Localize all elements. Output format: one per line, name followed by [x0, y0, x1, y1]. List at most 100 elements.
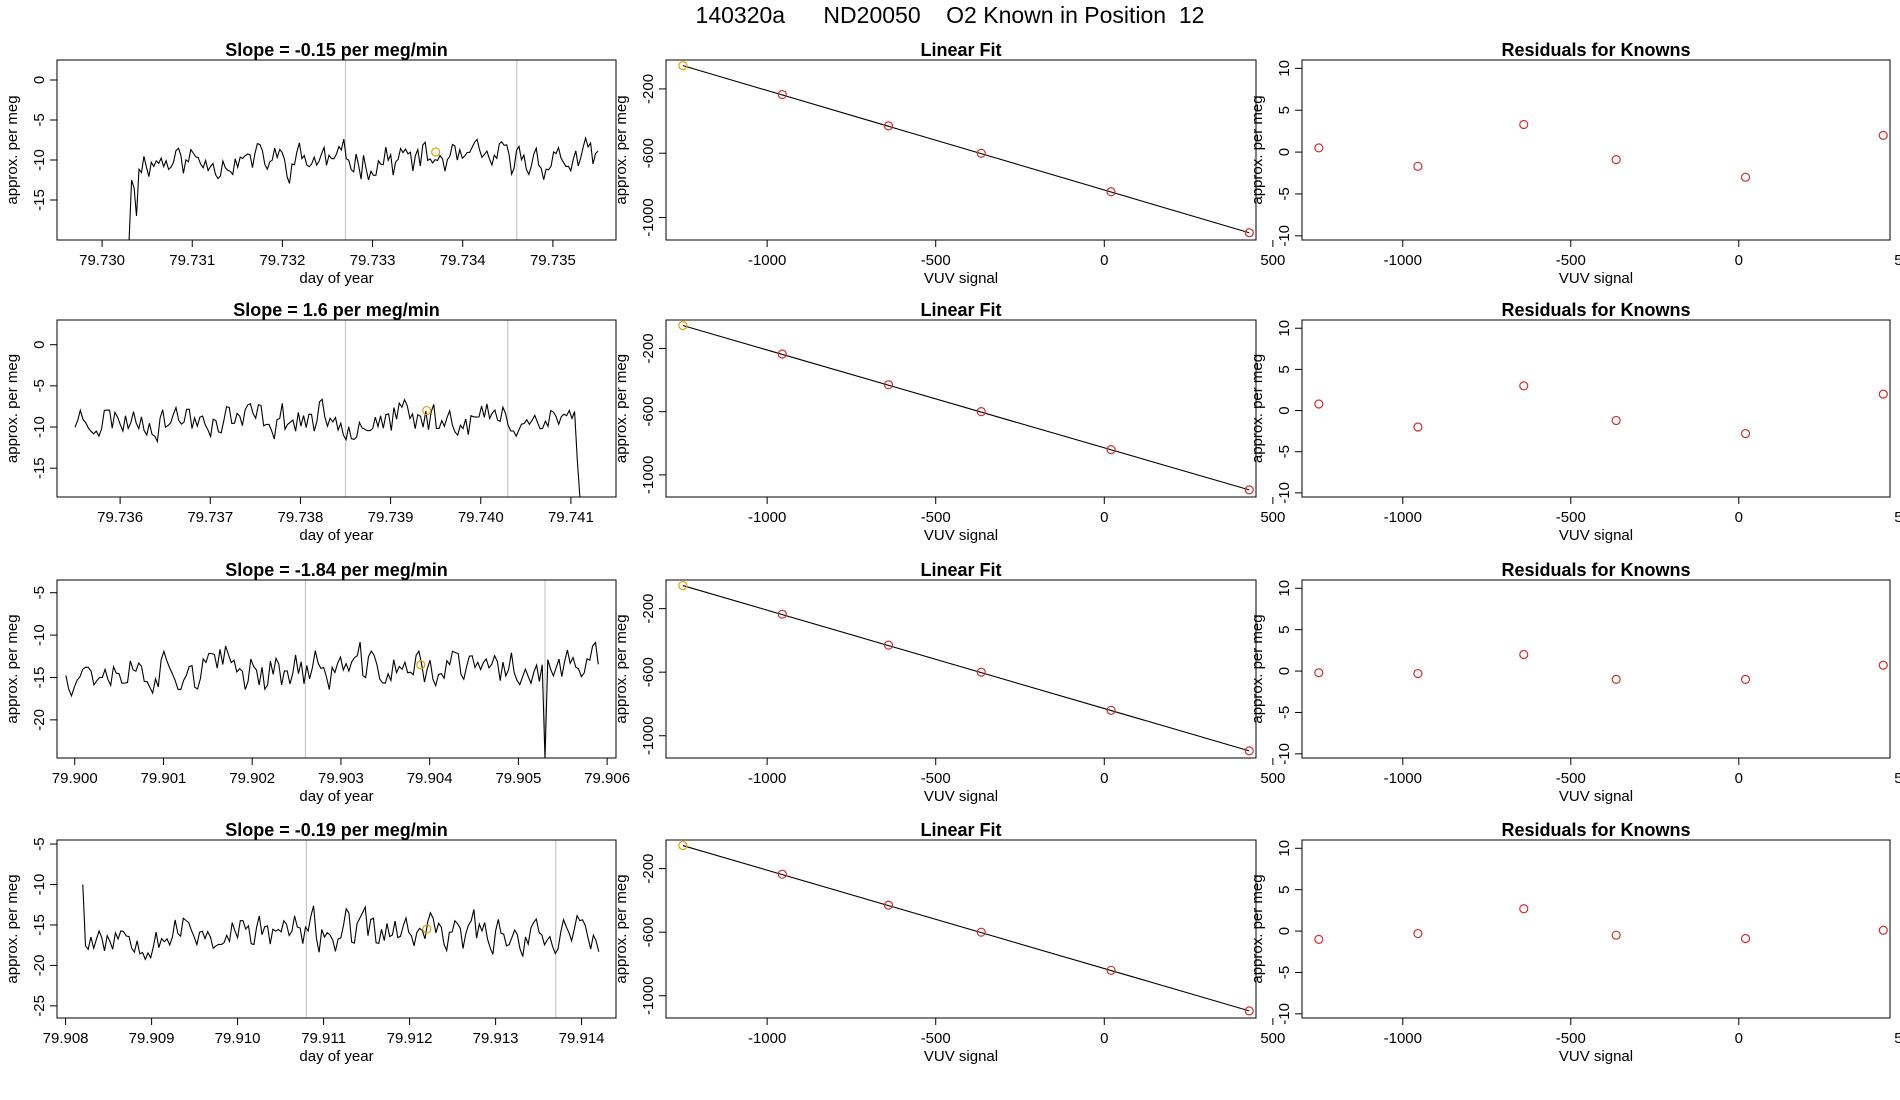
- data-point: [976, 927, 986, 937]
- x-axis-label: day of year: [299, 527, 373, 544]
- y-tick-label: -5: [31, 113, 48, 126]
- data-point: [1106, 187, 1116, 197]
- data-point: [1878, 389, 1888, 399]
- y-tick-label: 5: [1276, 365, 1293, 373]
- known-marker: [416, 660, 426, 670]
- data-point: [1878, 130, 1888, 140]
- x-axis-label: VUV signal: [1559, 1048, 1633, 1065]
- data-point: [976, 148, 986, 158]
- x-axis-label: VUV signal: [924, 1048, 998, 1065]
- y-tick-label: -600: [640, 657, 657, 687]
- data-point: [1740, 429, 1751, 439]
- x-tick-label: 0: [1100, 1030, 1108, 1047]
- chart-panel: Linear Fit -1000 -500 0 500 VUV signal -200 -60…: [613, 40, 1285, 287]
- x-tick-label: 0: [1100, 509, 1108, 526]
- chart-title: Residuals for Knowns: [1501, 560, 1690, 580]
- data-point: [1519, 649, 1529, 660]
- x-tick-label: 500: [1260, 770, 1285, 787]
- plot-frame: [665, 319, 1257, 498]
- y-tick-label: -15: [31, 667, 48, 689]
- x-axis-label: VUV signal: [1559, 270, 1633, 287]
- x-tick-label: 0: [1100, 770, 1108, 787]
- plot-frame: [1301, 319, 1891, 498]
- data-point: [1611, 155, 1621, 165]
- x-tick-label: 500: [1894, 1030, 1900, 1047]
- y-tick-label: 0: [1276, 148, 1293, 156]
- plot-frame: [1301, 579, 1891, 759]
- x-tick-label: -500: [1556, 770, 1586, 787]
- plot-frame: [665, 579, 1257, 759]
- y-tick-label: -200: [640, 333, 657, 363]
- data-point: [1314, 668, 1324, 678]
- x-tick-label: -1000: [1384, 252, 1422, 269]
- y-tick-label: 5: [1276, 626, 1293, 634]
- y-axis-label: approx. per meg: [1249, 95, 1266, 204]
- data-point: [1413, 422, 1423, 432]
- x-tick-label: -1000: [1384, 1030, 1422, 1047]
- y-tick-label: -600: [640, 397, 657, 427]
- data-point: [883, 380, 894, 390]
- x-tick-label: 500: [1894, 509, 1900, 526]
- data-point: [1413, 928, 1423, 939]
- plot-frame: [56, 319, 617, 498]
- y-axis-label: approx. per meg: [4, 95, 21, 204]
- data-point: [1878, 925, 1888, 935]
- x-tick-label: 79.737: [187, 509, 233, 526]
- x-tick-label: 500: [1260, 509, 1285, 526]
- page-title: 140320a ND20050 O2 Known in Position 12: [695, 2, 1205, 28]
- y-tick-label: -25: [31, 995, 48, 1017]
- x-tick-label: 79.901: [141, 770, 187, 787]
- data-point: [976, 407, 986, 417]
- data-point: [883, 900, 894, 910]
- x-tick-label: 0: [1100, 252, 1108, 269]
- data-point: [1519, 904, 1529, 914]
- y-tick-label: -5: [1276, 966, 1293, 979]
- y-axis-label: approx. per meg: [4, 354, 21, 463]
- data-point: [1314, 399, 1324, 409]
- y-tick-label: -10: [1276, 482, 1293, 504]
- fit-line: [682, 585, 1250, 752]
- chart-title: Linear Fit: [920, 300, 1001, 320]
- x-tick-label: 79.910: [215, 1030, 261, 1047]
- y-axis-label: approx. per meg: [1249, 874, 1266, 983]
- x-tick-label: 79.733: [350, 252, 396, 269]
- x-tick-label: 79.904: [407, 770, 453, 787]
- data-point: [777, 609, 787, 619]
- chart-panel: Slope = -1.84 per meg/min 79.900 79.901 79.…: [4, 560, 630, 805]
- x-tick-label: 79.731: [169, 252, 215, 269]
- data-point: [1878, 660, 1888, 670]
- y-axis-label: approx. per meg: [1249, 354, 1266, 463]
- data-point: [678, 580, 688, 591]
- chart-title: Linear Fit: [920, 560, 1001, 580]
- data-point: [1244, 228, 1254, 238]
- y-tick-label: -5: [1276, 706, 1293, 719]
- x-axis-label: day of year: [299, 788, 373, 805]
- y-tick-label: -10: [1276, 1003, 1293, 1025]
- data-series-line: [128, 136, 599, 240]
- y-axis-label: approx. per meg: [613, 95, 630, 204]
- chart-panel: Linear Fit -1000 -500 0 500 VUV signal -200 -60…: [613, 820, 1285, 1065]
- known-marker: [422, 924, 432, 934]
- x-tick-label: 0: [1735, 252, 1743, 269]
- y-tick-label: 0: [31, 76, 48, 84]
- x-axis-label: VUV signal: [1559, 788, 1633, 805]
- x-tick-label: 79.914: [559, 1030, 605, 1047]
- plot-frame: [1301, 59, 1891, 241]
- y-tick-label: -600: [640, 917, 657, 947]
- y-tick-label: -10: [31, 416, 48, 438]
- y-tick-label: -10: [1276, 225, 1293, 247]
- data-series-line: [82, 884, 600, 961]
- y-tick-label: -10: [1276, 743, 1293, 765]
- x-tick-label: 79.741: [548, 509, 594, 526]
- y-tick-label: -5: [31, 379, 48, 392]
- y-tick-label: 0: [1276, 406, 1293, 414]
- chart-title: Residuals for Knowns: [1501, 820, 1690, 840]
- chart-panel: Linear Fit -1000 -500 0 500 VUV signal -200 -60…: [613, 300, 1285, 544]
- x-axis-label: VUV signal: [1559, 527, 1633, 544]
- x-tick-label: 79.913: [473, 1030, 519, 1047]
- x-tick-label: -500: [921, 1030, 951, 1047]
- plot-frame: [665, 839, 1257, 1019]
- y-tick-label: 10: [1276, 320, 1293, 337]
- x-axis-label: VUV signal: [924, 270, 998, 287]
